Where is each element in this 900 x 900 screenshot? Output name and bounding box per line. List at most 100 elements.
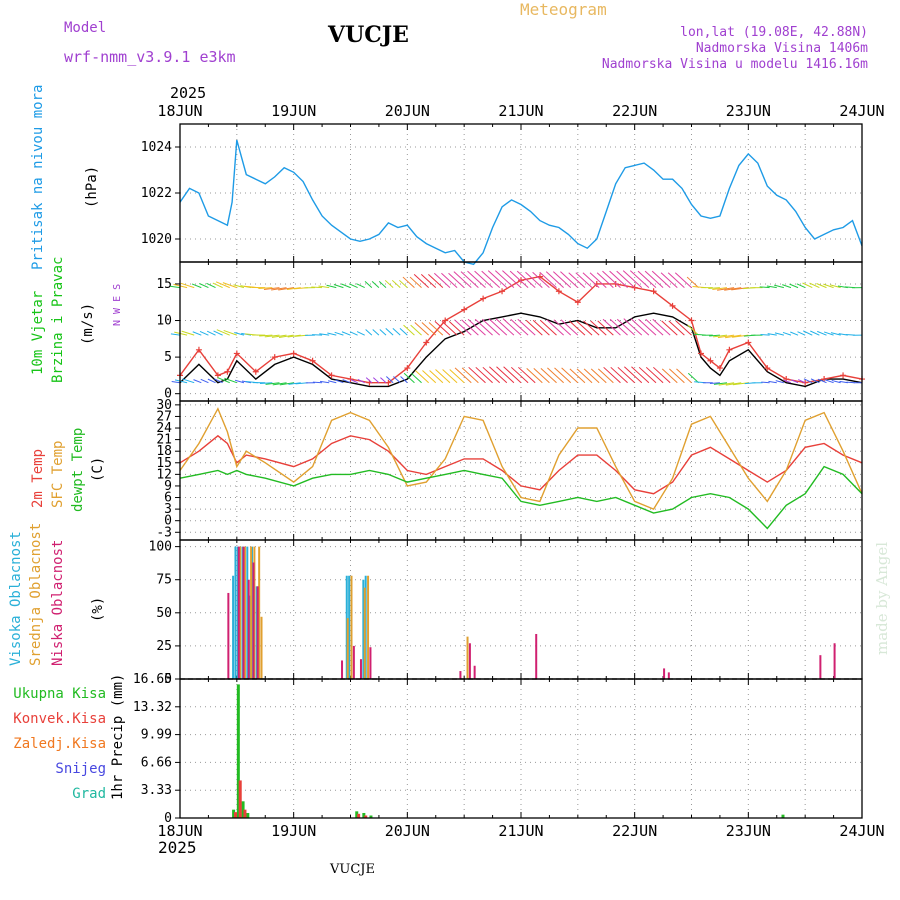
wind-barb (223, 329, 238, 336)
model-name: wrf-nmm_v3.9.1 e3km (64, 48, 236, 66)
pressure-ytick-label: 1024 (141, 140, 172, 155)
wind-barb (372, 377, 380, 384)
wind-barb (817, 330, 827, 336)
wind-barb (546, 319, 564, 336)
wind-barb (213, 330, 223, 336)
wind-ytick-label: 15 (156, 277, 172, 292)
clouds-bar-1 (346, 618, 349, 679)
wind-barb (449, 369, 465, 384)
precip-ytick-label: 3.33 (141, 783, 172, 798)
clouds-bar-1 (243, 546, 246, 679)
wind-barb (341, 331, 351, 336)
wind-barb (553, 319, 572, 336)
precip-bar-0 (362, 812, 366, 818)
x-label-bottom: 18JUN (157, 822, 202, 840)
wind-barb (409, 276, 422, 288)
wind-barb (435, 369, 451, 384)
wind-barb (644, 270, 664, 288)
wind-barb (481, 270, 501, 288)
wind-gust-marker (461, 306, 468, 313)
temperature-series-0 (179, 434, 863, 495)
pressure-series-0 (179, 139, 863, 266)
wind-barb (365, 329, 373, 336)
wind-barb (545, 271, 564, 288)
wind-barb (602, 318, 621, 336)
wind-barb (279, 382, 294, 386)
wind-barb (790, 331, 799, 336)
wind-barb (651, 270, 671, 288)
wind-barb (467, 318, 486, 336)
wind-barb (410, 372, 422, 384)
wind-barb (286, 287, 301, 291)
wind-barb (718, 382, 735, 386)
wind-barb (624, 366, 643, 384)
wind-barb (653, 366, 671, 384)
wind-barb (510, 318, 529, 336)
wind-barb (610, 366, 628, 384)
wind-barb (174, 331, 188, 336)
x-label-top: 22JUN (612, 102, 657, 120)
wind-barb (364, 281, 373, 288)
wind-barb (630, 318, 650, 336)
clouds-bar-1 (239, 546, 242, 679)
x-label-bottom: 20JUN (385, 822, 430, 840)
wind-barb (356, 331, 365, 336)
wind-gust-marker (631, 284, 638, 291)
wind-barb (568, 272, 586, 288)
wind-barb (724, 334, 742, 339)
wind-barb (384, 279, 394, 288)
legend-zaledj: Zaledj.Kisa (13, 736, 106, 752)
clouds-bar-0 (232, 575, 235, 679)
wind-barb (669, 368, 685, 384)
wind-barb (399, 279, 408, 288)
wind-gust-marker (442, 317, 449, 324)
wind-barb (271, 287, 287, 291)
wind-gust-marker (518, 277, 524, 284)
clouds-bar-2 (819, 655, 822, 679)
wind-barb (461, 319, 479, 336)
wind-barb (525, 319, 543, 336)
wind-gust-marker (195, 346, 202, 353)
wind-barb (583, 320, 600, 336)
wind-barb (810, 330, 820, 336)
wind-barb (759, 286, 770, 289)
temperature-ytick-label: 24 (156, 421, 172, 436)
wind-barb (796, 283, 806, 289)
wind-barb (717, 287, 735, 291)
wind-barb (645, 318, 664, 336)
wind-barb (206, 330, 216, 336)
wind-barb (263, 287, 280, 290)
legend-konvek: Konvek.Kisa (13, 711, 106, 727)
wind-barb (234, 332, 245, 336)
wind-gust-marker (574, 299, 581, 306)
wind-barb (428, 322, 444, 336)
wind-gust-marker (716, 365, 723, 372)
wind-barb (170, 333, 181, 336)
temperature-ytick-label: 6 (164, 491, 172, 506)
wind-barb (569, 368, 586, 384)
wind-barb (441, 272, 458, 288)
year-top: 2025 (170, 84, 207, 102)
wind-barb (831, 379, 841, 384)
wind-barb (200, 378, 209, 384)
wind-barb (365, 377, 373, 384)
wind-gust-marker (802, 379, 809, 386)
wind-barb (761, 381, 770, 384)
wind-barb (271, 334, 287, 338)
wind-barb (713, 382, 728, 385)
wind-gust-marker (385, 379, 392, 386)
wind-gust-marker (224, 368, 231, 375)
wind-barb (668, 320, 685, 336)
temperature-series-2 (179, 465, 863, 530)
wind-barb (583, 368, 600, 384)
model-elevation: Nadmorska Visina u modelu 1416.16m (601, 57, 868, 72)
precip-bar-0 (355, 811, 359, 818)
wind-barb (495, 318, 515, 336)
precip-bar-1 (233, 812, 237, 818)
clouds-bar-1 (350, 575, 353, 679)
wind-barb (802, 282, 813, 289)
temperature-ytick-label: 3 (164, 502, 172, 517)
pressure-ytick-label: 1020 (141, 232, 172, 247)
panel-pressure: 1020 1022 1024 (141, 123, 863, 266)
